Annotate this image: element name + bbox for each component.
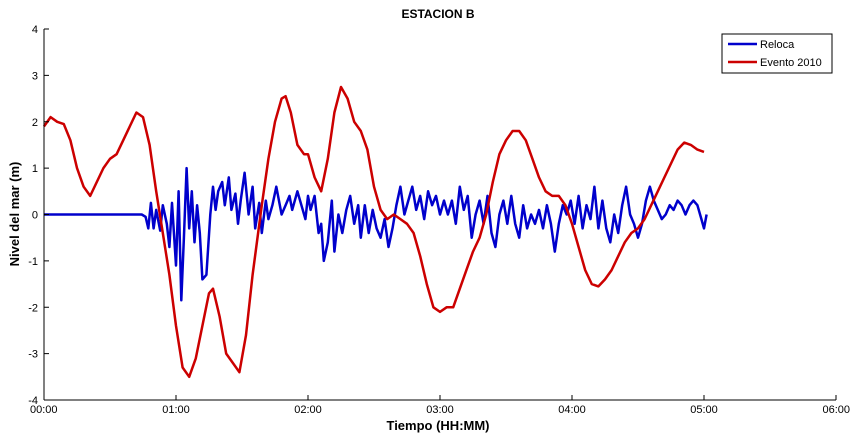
y-tick-label: -3 <box>28 349 38 361</box>
x-tick-label: 00:00 <box>30 404 58 416</box>
x-tick-label: 03:00 <box>426 404 454 416</box>
series-lines <box>42 85 708 379</box>
y-axis-label: Nivel del mar (m) <box>7 162 22 267</box>
x-axis-ticks: 00:00 01:00 02:00 03:00 04:00 05:00 06:00 <box>30 395 850 416</box>
x-tick-label: 02:00 <box>294 404 322 416</box>
legend: Reloca Evento 2010 <box>721 33 833 74</box>
legend-label-reloca: Reloca <box>760 39 795 51</box>
x-tick-label: 01:00 <box>162 404 190 416</box>
series-line-evento-2010 <box>42 85 705 379</box>
y-tick-label: -2 <box>28 302 38 314</box>
y-tick-label: 4 <box>32 24 38 36</box>
y-axis-ticks: -4 -3 -2 -1 0 1 2 3 4 <box>28 24 49 407</box>
legend-label-evento-2010: Evento 2010 <box>760 57 822 69</box>
y-tick-label: -4 <box>28 395 38 407</box>
series-line-reloca <box>44 166 708 302</box>
x-tick-label: 05:00 <box>690 404 718 416</box>
y-tick-label: 0 <box>32 210 38 222</box>
y-tick-label: -1 <box>28 256 38 268</box>
x-tick-label: 04:00 <box>558 404 586 416</box>
y-tick-label: 1 <box>32 163 38 175</box>
chart-title: ESTACION B <box>401 7 474 21</box>
y-tick-label: 3 <box>32 70 38 82</box>
x-tick-label: 06:00 <box>822 404 850 416</box>
legend-box <box>721 33 833 74</box>
x-axis-label: Tiempo (HH:MM) <box>386 418 489 433</box>
y-tick-label: 2 <box>32 117 38 129</box>
